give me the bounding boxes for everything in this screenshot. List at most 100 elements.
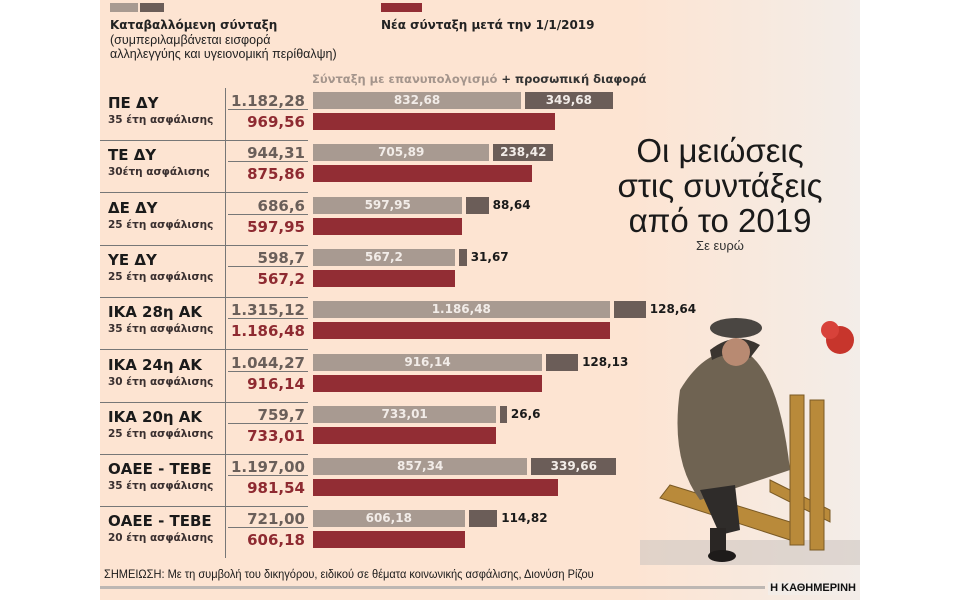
bar-new-pension <box>313 217 463 235</box>
legend-new-label: Νέα σύνταξη μετά την 1/1/2019 <box>381 18 595 32</box>
bar-new-pension <box>313 479 559 497</box>
divider <box>228 527 308 529</box>
bar-personal-difference: 26,6 <box>500 405 541 423</box>
bar-recalc-label: 567,2 <box>364 249 403 264</box>
bar-recalculated: 567,2 <box>313 248 455 266</box>
divider <box>228 161 308 163</box>
bar-personal-difference: 88,64 <box>466 196 531 214</box>
brand-logo: Η ΚΑΘΗΜΕΡΙΝΗ <box>768 582 858 595</box>
bar-new-pension <box>313 426 497 444</box>
group-separator <box>100 401 308 403</box>
group-separator <box>100 192 308 194</box>
legend-swatch-new <box>381 3 422 12</box>
chart-title: Οι μειώσεις στις συντάξεις από το 2019 <box>605 133 835 238</box>
category-name: ΙΚΑ 20η ΑΚ <box>108 407 203 426</box>
bar-group: ΟΑΕΕ - ΤΕΒΕ 20 έτη ασφάλισης 721,00 606,18 6… <box>100 508 860 560</box>
legend-current-label: Καταβαλλόμενη σύνταξη <box>110 18 278 32</box>
subheader-diff: προσωπική διαφορά <box>515 72 647 86</box>
legend-current-note-1: (συμπεριλαμβάνεται εισφορά <box>110 33 271 47</box>
bar-recalc-label: 705,89 <box>378 145 425 160</box>
category-name: ΙΚΑ 24η ΑΚ <box>108 355 203 374</box>
category-name: ΠΕ ΔΥ <box>108 94 159 112</box>
category-years: 25 έτη ασφάλισης <box>108 218 214 231</box>
group-separator <box>100 140 308 141</box>
group-separator <box>100 296 308 298</box>
new-pension-label: 606,18 <box>247 531 305 550</box>
bar-group: ΤΕ ΔΥ 30έτη ασφάλισης 944,31 875,86 705,89 23… <box>100 142 860 194</box>
bar-personal-difference: 349,68 <box>525 92 613 109</box>
bar-recalculated: 705,89 <box>313 144 490 162</box>
category-years: 25 έτη ασφάλισης <box>108 427 214 440</box>
unit-label: Σε ευρώ <box>696 238 744 253</box>
current-total-label: 721,00 <box>247 510 305 529</box>
bar-diff-label: 128,64 <box>649 302 697 317</box>
bar-recalculated: 1.186,48 <box>313 301 610 319</box>
bar-group: ΙΚΑ 24η ΑΚ 30 έτη ασφάλισης 1.044,27 916,14… <box>100 352 860 404</box>
title-line-3: από το 2019 <box>628 202 812 239</box>
current-total-label: 598,7 <box>257 248 305 267</box>
bar-diff-label: 349,68 <box>545 93 593 107</box>
bar-diff-label: 339,66 <box>550 459 597 474</box>
category-name: ΟΑΕΕ - ΤΕΒΕ <box>108 460 212 479</box>
category-years: 35 έτη ασφάλισης <box>108 480 214 493</box>
bar-personal-difference: 128,64 <box>613 301 696 319</box>
footnote: ΣΗΜΕΙΩΣΗ: Με τη συμβολή του δικηγόρου, ε… <box>104 567 594 581</box>
category-years: 30 έτη ασφάλισης <box>108 375 214 388</box>
current-total-label: 944,31 <box>247 144 305 163</box>
category-name: ΙΚΑ 28η ΑΚ <box>108 303 203 322</box>
category-years: 20 έτη ασφάλισης <box>108 532 214 545</box>
divider <box>228 265 308 267</box>
category-years: 35 έτη ασφάλισης <box>108 323 214 336</box>
bar-recalculated: 916,14 <box>313 353 543 371</box>
footer-rule <box>100 586 765 589</box>
bar-personal-difference: 128,13 <box>546 353 628 371</box>
category-name: ΥΕ ΔΥ <box>108 250 157 269</box>
elderly-man-on-bench-photo <box>640 318 860 565</box>
subheader-plus: + <box>501 72 512 86</box>
bar-recalculated: 857,34 <box>313 458 528 476</box>
category-name: ΤΕ ΔΥ <box>108 146 157 165</box>
current-total-label: 759,7 <box>257 405 305 424</box>
divider <box>228 213 308 215</box>
divider-vertical <box>225 88 226 558</box>
legend-swatch-personal-difference <box>140 3 164 12</box>
current-total-label: 1.182,28 <box>230 92 305 110</box>
bar-diff-label: 128,13 <box>582 354 629 369</box>
divider <box>228 475 308 477</box>
legend-current-note-2: αλληλεγγύης και υγειονομική περίθαλψη) <box>110 47 337 61</box>
bar-recalculated: 597,95 <box>313 196 463 214</box>
current-total-label: 686,6 <box>257 196 305 215</box>
bar-new-pension <box>313 322 610 340</box>
legend-swatch-recalculated <box>110 3 138 12</box>
divider <box>228 318 308 320</box>
category-years: 30έτη ασφάλισης <box>108 166 210 179</box>
title-line-2: στις συντάξεις <box>617 167 823 204</box>
bar-recalc-label: 597,95 <box>364 197 411 212</box>
infographic-panel: Καταβαλλόμενη σύνταξη (συμπεριλαμβάνεται… <box>100 0 860 600</box>
bar-group: ΟΑΕΕ - ΤΕΒΕ 35 έτη ασφάλισης 1.197,00 981,5… <box>100 456 860 508</box>
new-pension-label: 1.186,48 <box>230 322 305 341</box>
group-separator <box>100 244 308 246</box>
new-pension-label: 875,86 <box>247 165 305 184</box>
bar-recalc-label: 832,68 <box>393 93 441 107</box>
bar-recalculated: 606,18 <box>313 510 465 528</box>
new-pension-label: 733,01 <box>247 426 305 445</box>
new-pension-label: 969,56 <box>247 113 305 131</box>
category-years: 35 έτη ασφάλισης <box>108 114 214 126</box>
group-separator <box>100 349 308 351</box>
title-line-1: Οι μειώσεις <box>636 132 804 169</box>
divider <box>228 109 308 110</box>
bar-recalc-label: 1.186,48 <box>431 302 491 317</box>
bar-new-pension <box>313 531 465 549</box>
new-pension-label: 981,54 <box>247 479 305 498</box>
bar-recalc-label: 733,01 <box>381 406 428 421</box>
category-years: 25 έτη ασφάλισης <box>108 270 214 283</box>
subheader-recalc: Σύνταξη με επανυπολογισμό <box>312 72 498 86</box>
bar-diff-label: 26,6 <box>510 406 541 421</box>
bar-recalc-label: 606,18 <box>365 511 412 526</box>
category-name: ΔΕ ΔΥ <box>108 198 158 217</box>
bar-recalc-label: 916,14 <box>404 354 451 369</box>
current-total-label: 1.044,27 <box>230 353 305 372</box>
bar-diff-label: 31,67 <box>470 249 509 264</box>
bar-new-pension <box>313 113 556 130</box>
